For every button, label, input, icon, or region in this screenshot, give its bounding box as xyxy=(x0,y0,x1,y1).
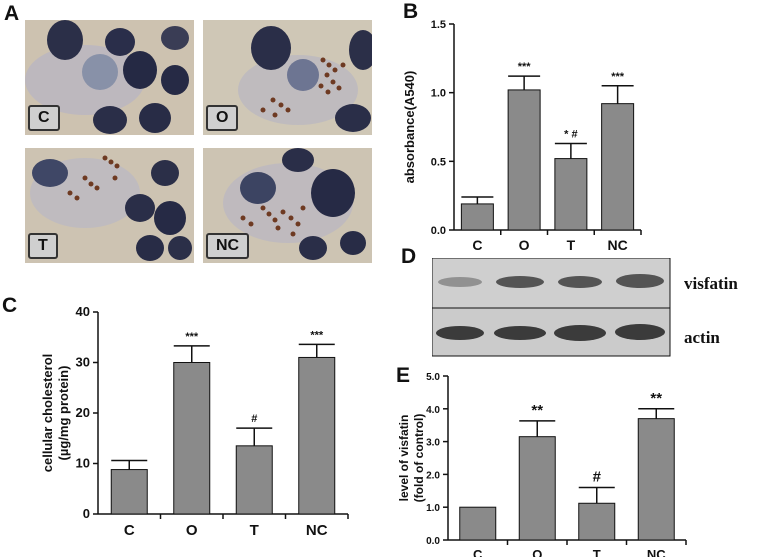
significance-label-o: *** xyxy=(185,331,199,343)
y-tick-label: 1.0 xyxy=(426,503,440,514)
significance-label-t: # xyxy=(251,413,257,425)
micrograph-t: T xyxy=(25,148,194,263)
x-tick-label-o: O xyxy=(532,547,542,557)
significance-label-o: ** xyxy=(531,402,543,419)
x-tick-label-nc: NC xyxy=(608,237,628,253)
x-tick-label-c: C xyxy=(472,237,482,253)
y-tick-label: 2.0 xyxy=(426,470,440,481)
bar-o xyxy=(507,89,541,231)
western-blot: visfatin actin xyxy=(431,257,739,358)
significance-label-t: * # xyxy=(564,128,577,140)
y-tick-label: 0 xyxy=(83,506,90,521)
significance-label-nc: *** xyxy=(611,71,625,83)
x-tick-label-c: C xyxy=(473,547,483,557)
y-axis-label: absorbance(A540) xyxy=(402,71,417,184)
significance-label-nc: ** xyxy=(650,390,662,407)
micrograph-nc: NC xyxy=(203,148,372,263)
bar-t xyxy=(578,502,616,541)
bar-t xyxy=(554,158,588,231)
y-tick-label: 1.0 xyxy=(431,88,446,100)
panel-letter-e: E xyxy=(396,364,411,387)
y-tick-label: 0.0 xyxy=(426,536,440,547)
micrograph-label-nc: NC xyxy=(206,233,250,259)
micrograph-label-c: C xyxy=(28,105,60,131)
significance-label-nc: *** xyxy=(310,329,324,341)
x-tick-label-nc: NC xyxy=(306,522,328,539)
bar-nc xyxy=(637,418,675,541)
bar-t xyxy=(235,445,273,515)
x-tick-label-t: T xyxy=(593,547,601,557)
micrograph-o: O xyxy=(203,20,372,135)
panel-letter-d: D xyxy=(401,245,417,268)
x-tick-label-t: T xyxy=(567,237,576,253)
panel-letter-a: A xyxy=(4,2,20,25)
chart-b: 0.0 0.5 1.0 1.5 C O *** T * # NC *** absorbance(A54… xyxy=(402,19,642,253)
x-tick-label-t: T xyxy=(250,522,259,539)
bar-c xyxy=(459,506,497,541)
y-tick-label: 1.5 xyxy=(431,19,446,31)
blot-label-actin: actin xyxy=(684,328,720,347)
y-tick-label: 4.0 xyxy=(426,405,440,416)
micrograph-c-image xyxy=(25,20,194,135)
micrograph-c: C xyxy=(25,20,194,135)
y-axis-label: level of visfatin xyxy=(397,415,411,502)
bar-nc xyxy=(298,356,336,515)
panel-letter-c: C xyxy=(2,294,18,317)
y-tick-label: 40 xyxy=(76,304,90,319)
micrograph-t-image xyxy=(25,148,194,263)
y-tick-label: 3.0 xyxy=(426,438,440,449)
x-tick-label-nc: NC xyxy=(647,547,666,557)
chart-e: 0.0 1.0 2.0 3.0 4.0 5.0 C O ** T # NC ** level of vis… xyxy=(397,372,687,557)
blot-label-visfatin: visfatin xyxy=(684,274,738,293)
y-tick-label: 0.5 xyxy=(431,156,446,168)
panel-letter-b: B xyxy=(403,0,419,23)
y-axis-label: (fold of control) xyxy=(412,414,426,503)
bar-o xyxy=(173,362,211,515)
bar-nc xyxy=(601,103,635,231)
bar-o xyxy=(518,436,556,541)
y-tick-label: 20 xyxy=(76,405,90,420)
chart-c: 0 10 20 30 40 C O *** T # NC *** cellular cholestero… xyxy=(40,304,349,539)
x-tick-label-c: C xyxy=(124,522,135,539)
significance-label-o: *** xyxy=(518,61,532,73)
bar-c xyxy=(110,469,148,515)
micrograph-label-o: O xyxy=(206,105,239,131)
y-tick-label: 10 xyxy=(76,456,90,471)
bar-c xyxy=(460,203,494,231)
x-tick-label-o: O xyxy=(186,522,198,539)
x-tick-label-o: O xyxy=(519,237,530,253)
y-axis-label: (µg/mg protein) xyxy=(56,366,71,461)
significance-label-t: # xyxy=(593,469,602,486)
y-tick-label: 30 xyxy=(76,355,90,370)
y-axis-label: cellular cholesterol xyxy=(40,354,55,473)
y-tick-label: 0.0 xyxy=(431,225,446,237)
micrograph-o-image xyxy=(203,20,372,135)
micrograph-label-t: T xyxy=(28,233,58,259)
y-tick-label: 5.0 xyxy=(426,372,440,383)
western-blot-image xyxy=(431,257,671,357)
